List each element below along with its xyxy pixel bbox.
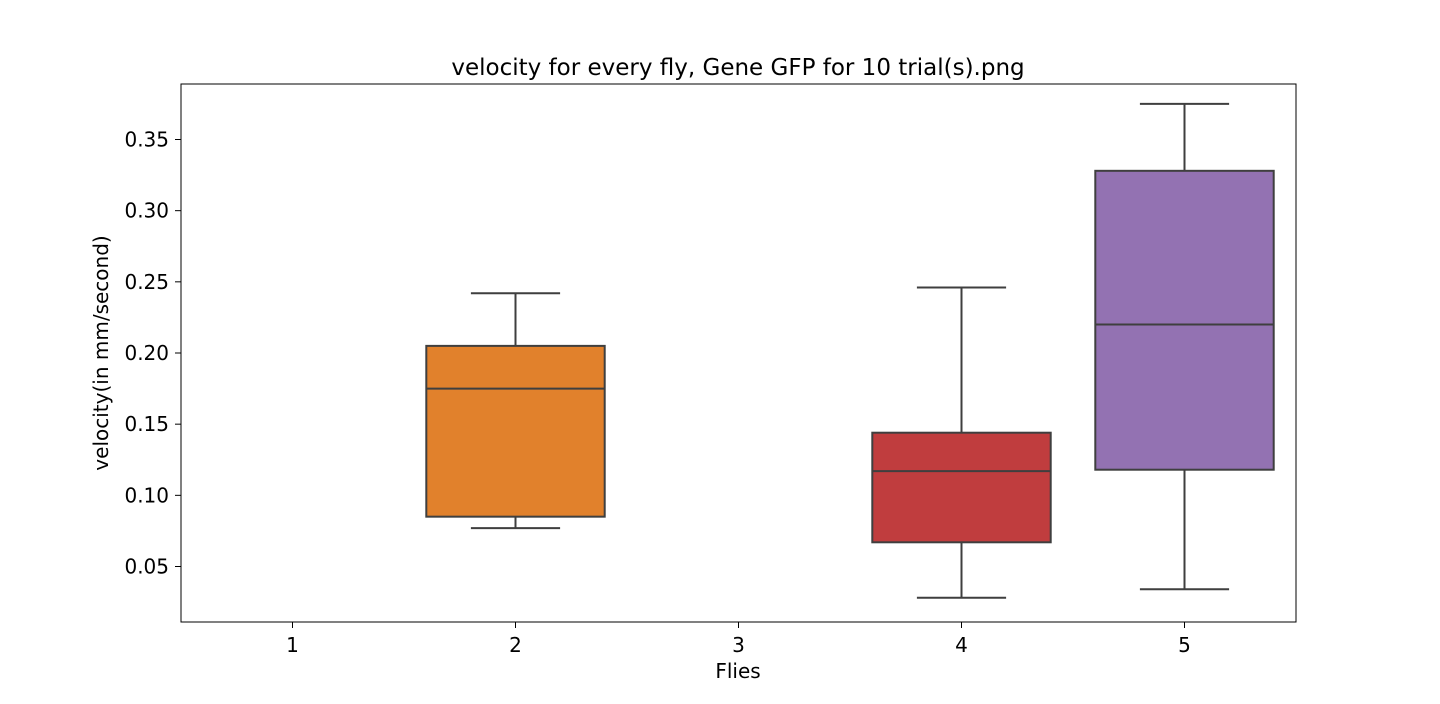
x-axis-label: Flies: [715, 659, 760, 683]
x-tick-label: 3: [732, 633, 745, 657]
x-tick-label: 4: [955, 633, 968, 657]
iqr-box: [871, 431, 1052, 544]
y-tick-label: 0.25: [124, 270, 169, 294]
y-axis-label: velocity(in mm/second): [89, 235, 113, 470]
y-tick-label: 0.15: [124, 412, 169, 436]
iqr-box: [425, 344, 606, 518]
x-axis: 1 2 3 4 5: [286, 622, 1191, 657]
y-tick-label: 0.35: [124, 128, 169, 152]
box-fly-4: [871, 286, 1052, 599]
y-tick-label: 0.20: [124, 341, 169, 365]
x-tick-label: 5: [1178, 633, 1191, 657]
box-fly-5: [1094, 102, 1275, 591]
y-tick-label: 0.30: [124, 199, 169, 223]
y-tick-label: 0.05: [124, 554, 169, 578]
chart-title: velocity for every fly, Gene GFP for 10 …: [451, 55, 1024, 81]
y-axis: 0.05 0.10 0.15 0.20 0.25 0.30 0.35: [124, 128, 181, 578]
x-tick-label: 1: [286, 633, 299, 657]
plot-area: [425, 102, 1275, 599]
y-tick-label: 0.10: [124, 483, 169, 507]
box-fly-2: [425, 292, 606, 530]
x-tick-label: 2: [509, 633, 522, 657]
iqr-box: [1094, 169, 1275, 471]
